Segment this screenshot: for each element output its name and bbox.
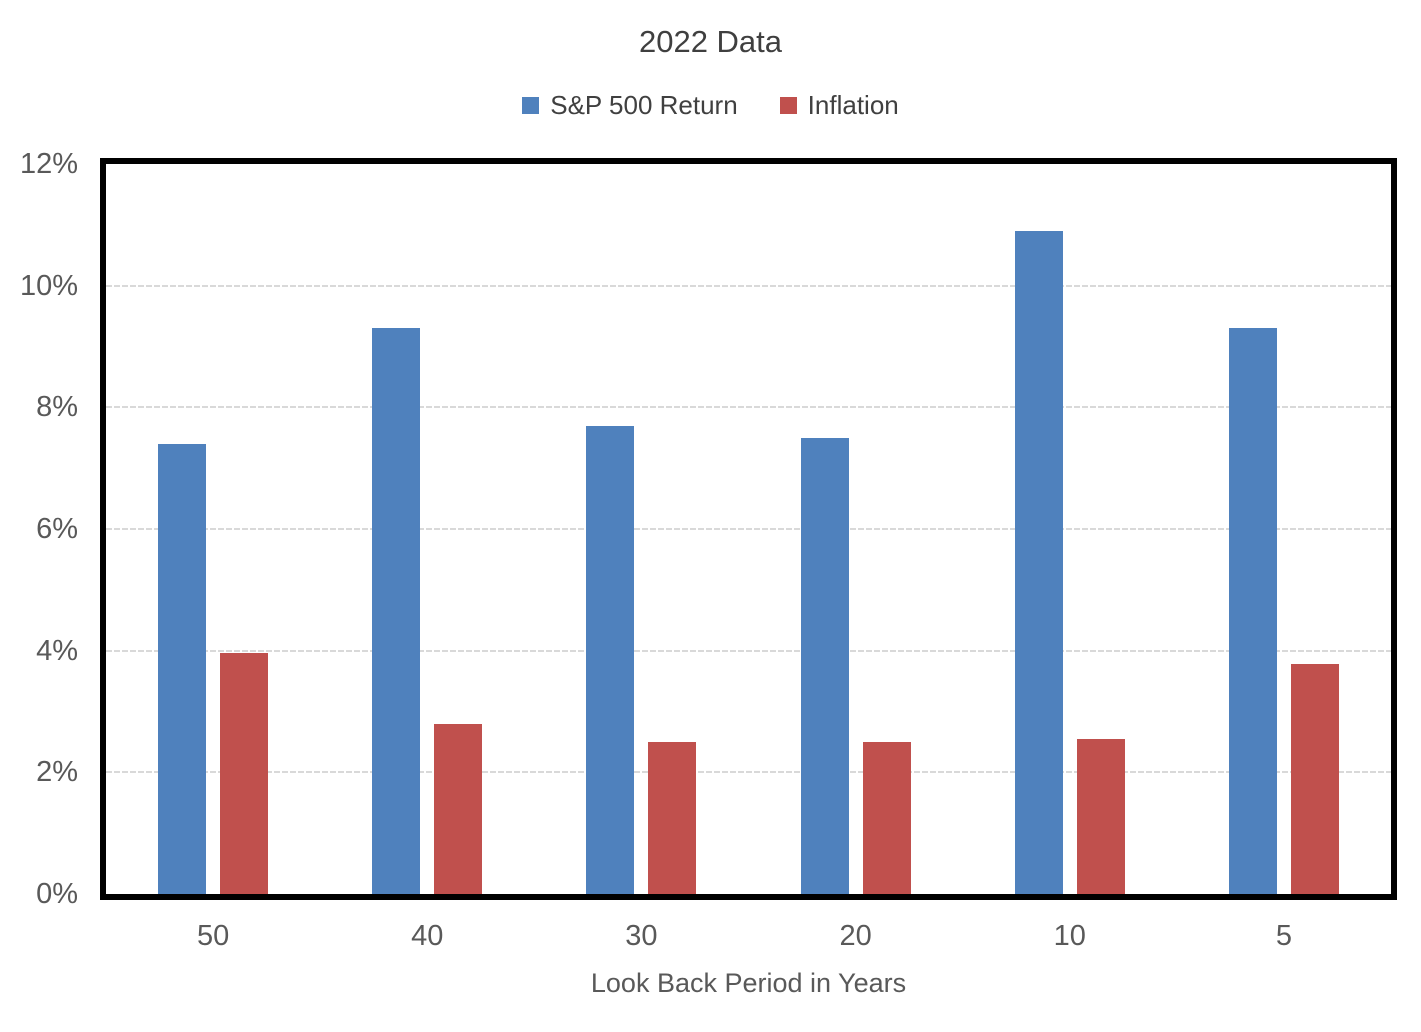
x-axis-title: Look Back Period in Years [590, 968, 907, 998]
chart-title: 2022 Data [638, 24, 783, 59]
bar-sp500-return-50 [158, 443, 207, 894]
bar-inflation-30 [648, 741, 697, 894]
legend-swatch-sp500-icon [522, 97, 540, 114]
bar-sp500-return-10 [1014, 230, 1063, 894]
bar-inflation-50 [220, 652, 269, 894]
y-tick-2pct: 2% [36, 756, 78, 789]
y-tick-8pct: 8% [36, 391, 78, 424]
gridline-10pct [106, 284, 1391, 287]
y-tick-12pct: 12% [19, 148, 78, 180]
bar-inflation-5 [1290, 664, 1339, 894]
legend-item-inflation: Inflation [779, 90, 899, 121]
gridline-4pct [106, 649, 1391, 652]
x-tick-40: 40 [411, 920, 444, 952]
gridline-2pct [106, 771, 1391, 774]
y-tick-10pct: 10% [19, 269, 78, 302]
legend-item-sp500: S&P 500 Return [522, 90, 738, 121]
bar-sp500-return-30 [586, 425, 635, 894]
bar-inflation-10 [1076, 738, 1125, 894]
legend-label-sp500: S&P 500 Return [550, 90, 738, 120]
bar-sp500-return-5 [1228, 328, 1277, 894]
bar-inflation-40 [434, 723, 483, 894]
x-tick-10: 10 [1053, 920, 1086, 952]
plot-area [100, 158, 1397, 900]
gridline-6pct [106, 528, 1391, 530]
bar-inflation-20 [862, 741, 911, 894]
x-tick-5: 5 [1275, 920, 1292, 952]
x-tick-50: 50 [196, 920, 230, 952]
legend-swatch-inflation-icon [779, 97, 797, 114]
legend: S&P 500 Return Inflation [0, 90, 1421, 121]
y-tick-0pct: 0% [36, 878, 78, 910]
gridline-8pct [106, 406, 1391, 409]
legend-label-inflation: Inflation [807, 90, 899, 120]
bar-sp500-return-20 [800, 437, 849, 894]
y-tick-4pct: 4% [36, 634, 78, 667]
bar-sp500-return-40 [372, 328, 421, 894]
y-tick-6pct: 6% [36, 513, 78, 545]
x-tick-30: 30 [625, 920, 658, 952]
x-tick-20: 20 [839, 920, 872, 952]
